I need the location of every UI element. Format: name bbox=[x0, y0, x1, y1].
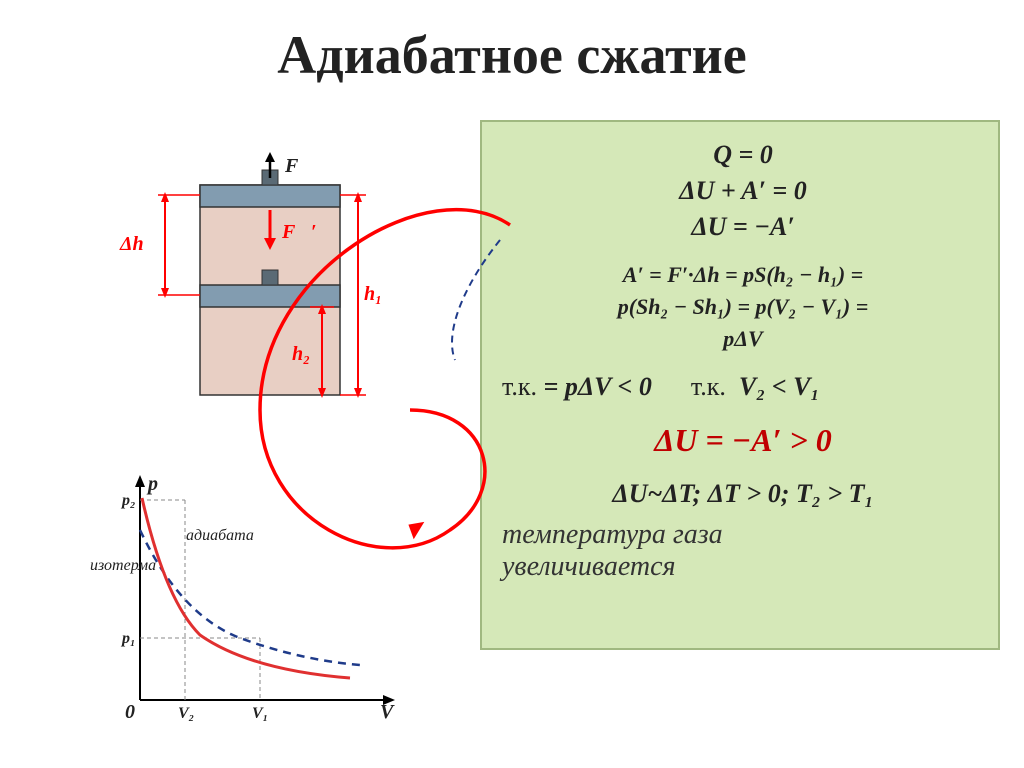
label-p: p bbox=[146, 473, 158, 495]
eq-cond: т.к. = pΔV < 0 т.к. V₂ < V₁ bbox=[502, 372, 984, 402]
eq-du: ΔU = −A′ bbox=[502, 212, 984, 242]
formula-panel: Q = 0 ΔU + A′ = 0 ΔU = −A′ A′ = F′·Δh = … bbox=[480, 120, 1000, 650]
adiabat-curve bbox=[142, 498, 350, 678]
label-F: F⃗ bbox=[284, 155, 314, 177]
label-zero: 0 bbox=[125, 701, 135, 723]
label-h2: h₂ bbox=[292, 343, 310, 365]
label-V1: V₁ bbox=[252, 705, 268, 722]
label-dh: Δh bbox=[119, 233, 144, 255]
eq-temp: ΔU~ΔT; ΔT > 0; T₂ > T₁ bbox=[502, 479, 984, 509]
eq-work-a: A′ = F′·Δh = pS(h₂ − h₁) = bbox=[502, 262, 984, 288]
label-adiabata: адиабата bbox=[186, 527, 254, 544]
label-Fprime: F⃗′ bbox=[281, 221, 317, 243]
eq-work-c: pΔV bbox=[502, 326, 984, 352]
label-isoterma: изотерма bbox=[90, 557, 156, 574]
eq-energy: ΔU + A′ = 0 bbox=[502, 176, 984, 206]
eq-result: ΔU = −A′ > 0 bbox=[502, 422, 984, 459]
label-V2: V₂ bbox=[178, 705, 194, 722]
label-V: V bbox=[380, 701, 395, 723]
label-h1: h₁ bbox=[364, 283, 382, 305]
piston-diagram: F⃗ F⃗′ Δh h₁ h₂ bbox=[110, 150, 370, 410]
label-p2: p₂ bbox=[120, 492, 136, 509]
label-p1: p₁ bbox=[120, 630, 136, 647]
page-title: Адиабатное сжатие bbox=[0, 24, 1024, 86]
footer-1: температура газа bbox=[502, 519, 984, 551]
eq-q: Q = 0 bbox=[502, 140, 984, 170]
footer-2: увеличивается bbox=[502, 551, 984, 583]
pv-chart: p₂ p₁ V₂ V₁ 0 p V адиабата изотерма bbox=[90, 460, 420, 740]
eq-work-b: p(Sh₂ − Sh₁) = p(V₂ − V₁) = bbox=[502, 294, 984, 320]
